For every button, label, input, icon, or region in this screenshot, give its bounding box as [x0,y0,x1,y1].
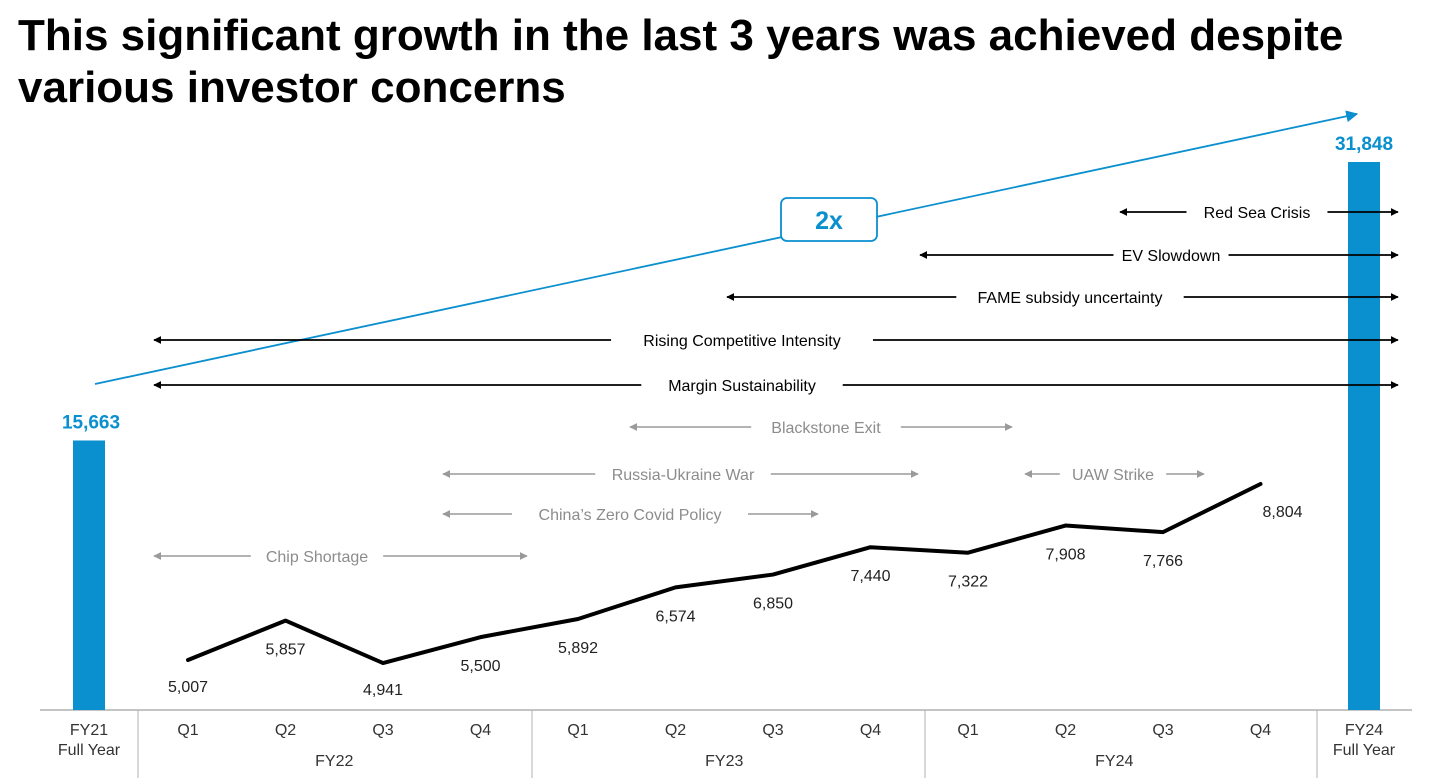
bar-fy24 [1348,162,1380,710]
line-value-label: 5,857 [265,642,305,659]
growth-label: 2x [815,207,843,235]
x-axis: FY21 Full Year FY24 Full Year Q1 Q2 Q3 Q4 Q1 Q2 Q3… [40,709,1412,778]
tick-label-quarter: Q4 [470,722,491,739]
line-value-label: 7,908 [1045,547,1085,564]
bar-value-label: 15,663 [62,412,120,433]
line-value-label: 5,007 [168,679,208,696]
line-value-label: 7,322 [948,574,988,591]
concern-fame-subsidy-uncertainty: FAME subsidy uncertainty [726,290,1399,307]
concern-label: EV Slowdown [1122,248,1221,265]
line-value-label: 4,941 [363,682,403,699]
growth-label-box [780,197,878,242]
concern-label: China’s Zero Covid Policy [539,507,722,524]
tick-label-year: FY22 [315,753,353,770]
concern-blackstone-exit: Blackstone Exit [629,420,1013,437]
line-value-label: 7,440 [850,568,890,585]
chart-title: This significant growth in the last 3 ye… [18,11,1344,112]
bar-value-label: 31,848 [1335,134,1393,155]
tick-label-year: FY23 [705,753,743,770]
line-value-label: 6,574 [655,608,695,625]
concern-label: Margin Sustainability [668,378,816,395]
concern-ev-slowdown: EV Slowdown [919,248,1399,265]
concern-margin-sustainability: Margin Sustainability [153,378,1399,395]
tick-label-quarter: Q4 [1250,722,1271,739]
concern-china-s-zero-covid-policy: China’s Zero Covid Policy [442,507,819,524]
concern-label: Red Sea Crisis [1204,205,1311,222]
growth-indicator: 2x [94,110,1359,385]
tick-label-fy24: FY24 [1345,722,1383,739]
concern-russia-ukraine-war: Russia-Ukraine War [442,467,919,484]
tick-label-quarter: Q2 [665,722,686,739]
quarterly-line [186,482,1263,666]
concern-label: Russia-Ukraine War [612,467,755,484]
concern-label: Chip Shortage [266,549,368,566]
tick-label-year: FY24 [1095,753,1133,770]
concern-label: Rising Competitive Intensity [643,333,840,350]
tick-label-fy21-full-year: Full Year [58,742,121,759]
tick-label-quarter: Q3 [372,722,393,739]
tick-label-quarter: Q4 [860,722,881,739]
tick-label-fy21: FY21 [70,722,108,739]
line-value-label: 8,804 [1262,504,1302,521]
quarterly-line-series: 5,007 5,857 4,941 5,500 5,892 6,574 6,850 7,440… [168,482,1303,699]
concern-label: FAME subsidy uncertainty [978,290,1163,307]
line-value-label: 7,766 [1143,553,1183,570]
line-value-label: 6,850 [753,596,793,613]
tick-label-quarter: Q3 [1152,722,1173,739]
full-year-bars: 15,663 31,848 [62,134,1393,710]
line-value-label: 5,892 [558,640,598,657]
tick-label-quarter: Q2 [1055,722,1076,739]
bar-fy21 [73,440,105,710]
concern-chip-shortage: Chip Shortage [153,549,528,566]
tick-label-quarter: Q1 [177,722,198,739]
concern-uaw-strike: UAW Strike [1024,467,1205,484]
growth-arrow [94,110,1359,385]
tick-label-quarter: Q1 [957,722,978,739]
concern-red-sea-crisis: Red Sea Crisis [1119,205,1399,222]
tick-label-quarter: Q2 [275,722,296,739]
tick-label-quarter: Q3 [762,722,783,739]
concern-rising-competitive-intensity: Rising Competitive Intensity [153,333,1399,350]
concern-label: Blackstone Exit [771,420,881,437]
line-value-label: 5,500 [460,658,500,675]
tick-label-fy24-full-year: Full Year [1333,742,1396,759]
investor-concerns: Red Sea Crisis EV Slowdown FAME subsidy un… [153,205,1399,566]
concern-label: UAW Strike [1072,467,1154,484]
tick-label-quarter: Q1 [567,722,588,739]
